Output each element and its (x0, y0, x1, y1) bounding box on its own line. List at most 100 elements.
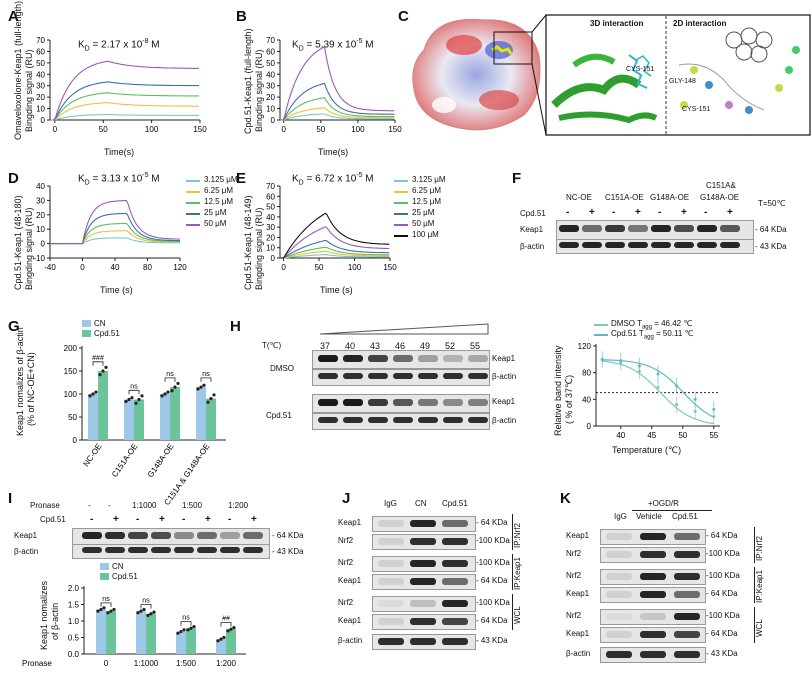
data-point (202, 383, 206, 387)
data-point (137, 397, 141, 402)
h-band (368, 417, 388, 423)
data-point (209, 397, 213, 401)
h-temp-label: 46 (395, 341, 406, 351)
coip-row-label: Keap1 (338, 576, 362, 585)
g-bar-chart: 0 50 100 150 200 ### NC-OE ns C151A-OE ns G148A-OE… (64, 344, 226, 507)
f-mw1: - 64 KDa (755, 225, 787, 234)
coip-mw: - 43 KDa (476, 636, 508, 645)
coip-band (378, 538, 404, 545)
x-tick-label: 150 (193, 125, 207, 134)
i-band-keap1 (197, 532, 217, 539)
xlabel-d: Time (s) (100, 285, 133, 295)
f-sign: + (635, 207, 641, 218)
coip-band (606, 651, 632, 658)
x-tick-label: NC-OE (81, 442, 103, 468)
f-band-actin (559, 242, 579, 248)
data-point (142, 607, 146, 612)
data-point (189, 626, 193, 630)
kd-d: KD = 3.13 x 10-5 M (78, 172, 160, 187)
y-tick-label: 0.0 (68, 650, 80, 659)
panel-label-d: D (8, 170, 19, 187)
i-blot-actin (72, 544, 270, 559)
y-tick-label: 80 (582, 369, 591, 378)
data-point (124, 399, 128, 403)
bar-cpd (106, 611, 116, 654)
x-tick-label: 0 (281, 125, 286, 134)
coip-row-label: Nrf2 (566, 571, 582, 580)
h-band (443, 373, 463, 379)
coip-row-label: Keap1 (338, 518, 362, 527)
sig-label: ns (102, 596, 110, 603)
data-point (146, 613, 150, 617)
i-band-keap1 (82, 532, 102, 539)
i-legend-cpd-swatch (100, 573, 109, 580)
data-point (226, 629, 230, 633)
coip-row-label: Nrf2 (338, 598, 354, 607)
ylabel-a-1: Omaveloxolone-Keap1 (full-length) (13, 0, 23, 140)
x-tick-label: 80 (143, 263, 152, 272)
f-temp: T=50℃ (758, 199, 786, 208)
g-legend-cpd-swatch (82, 330, 91, 337)
data-point (170, 389, 174, 393)
i-sign: + (113, 514, 119, 525)
h-band (368, 355, 388, 362)
y-tick-label: 20 (36, 211, 45, 220)
y-tick-label: 40 (36, 182, 45, 191)
bar-cpd (170, 387, 180, 440)
data-point (106, 611, 110, 615)
sig-bracket (100, 602, 112, 607)
f-row-actin: β-actin (520, 242, 545, 251)
coip-row-label: Keap1 (566, 589, 590, 598)
legend-swatch (394, 180, 408, 182)
coip-row-label: β-actin (566, 649, 591, 658)
h-legend-cpd: Cpd.51 Tagg = 50.11 ℃ (611, 329, 694, 341)
data-point (109, 609, 113, 613)
i-legend-cn-swatch (100, 563, 109, 570)
i-cpd-label: Cpd.51 (40, 515, 66, 524)
k-header: +OGD/R (648, 499, 679, 508)
data-point (232, 626, 236, 630)
coip-row-label: Nrf2 (338, 536, 354, 545)
i-bar-chart: 0.0 0.5 1.0 1.5 2.0 Pronase ns 0 ns 1:1000 ns 1:500… (22, 584, 246, 668)
h-temp-label: 37 (320, 341, 331, 351)
ylabel-b-2: Bingding signal (RU) (254, 49, 264, 132)
legend-swatch (186, 180, 200, 182)
data-point (149, 612, 153, 616)
coip-band (640, 551, 666, 558)
f-band-keap1 (628, 225, 648, 232)
g-legend-cn-swatch (82, 320, 91, 327)
legend-swatch (394, 213, 408, 215)
data-point (216, 639, 220, 643)
coip-band (640, 591, 666, 598)
h-band (393, 417, 413, 423)
coip-band (410, 560, 436, 567)
data-point (219, 637, 223, 641)
h-temp-label: 43 (370, 341, 381, 351)
legend-swatch (394, 235, 408, 237)
bar-cn (88, 394, 98, 440)
x-tick-label: 100 (351, 125, 365, 134)
kd-b: KD = 5.39 x 10-5 M (292, 38, 374, 53)
bar-cpd (146, 613, 156, 654)
title-3d: 3D interaction (590, 19, 644, 28)
i-band-keap1 (220, 532, 240, 539)
h-melt-curve: 0 40 80 120 40 45 50 55 (578, 342, 720, 440)
y-tick-label: 20 (36, 93, 45, 102)
i-ylabel-2: of β-actin (50, 602, 60, 640)
data-point (91, 392, 95, 396)
data-point (206, 400, 210, 404)
data-point (140, 394, 144, 398)
coip-band (410, 520, 436, 527)
i-row-keap1: Keap1 (14, 531, 38, 540)
y-tick-label: 120 (578, 342, 592, 351)
h-band (318, 355, 338, 362)
coip-band (674, 651, 700, 658)
sig-bracket (200, 377, 212, 382)
coip-mw: - 43 KDa (706, 649, 738, 658)
f-band-keap1 (582, 225, 602, 232)
coip-col-label: CN (415, 499, 427, 508)
data-point (179, 629, 183, 634)
panel-label-g: G (8, 318, 20, 335)
x-tick-label: 150 (383, 263, 397, 272)
i-sign: - (182, 514, 186, 525)
